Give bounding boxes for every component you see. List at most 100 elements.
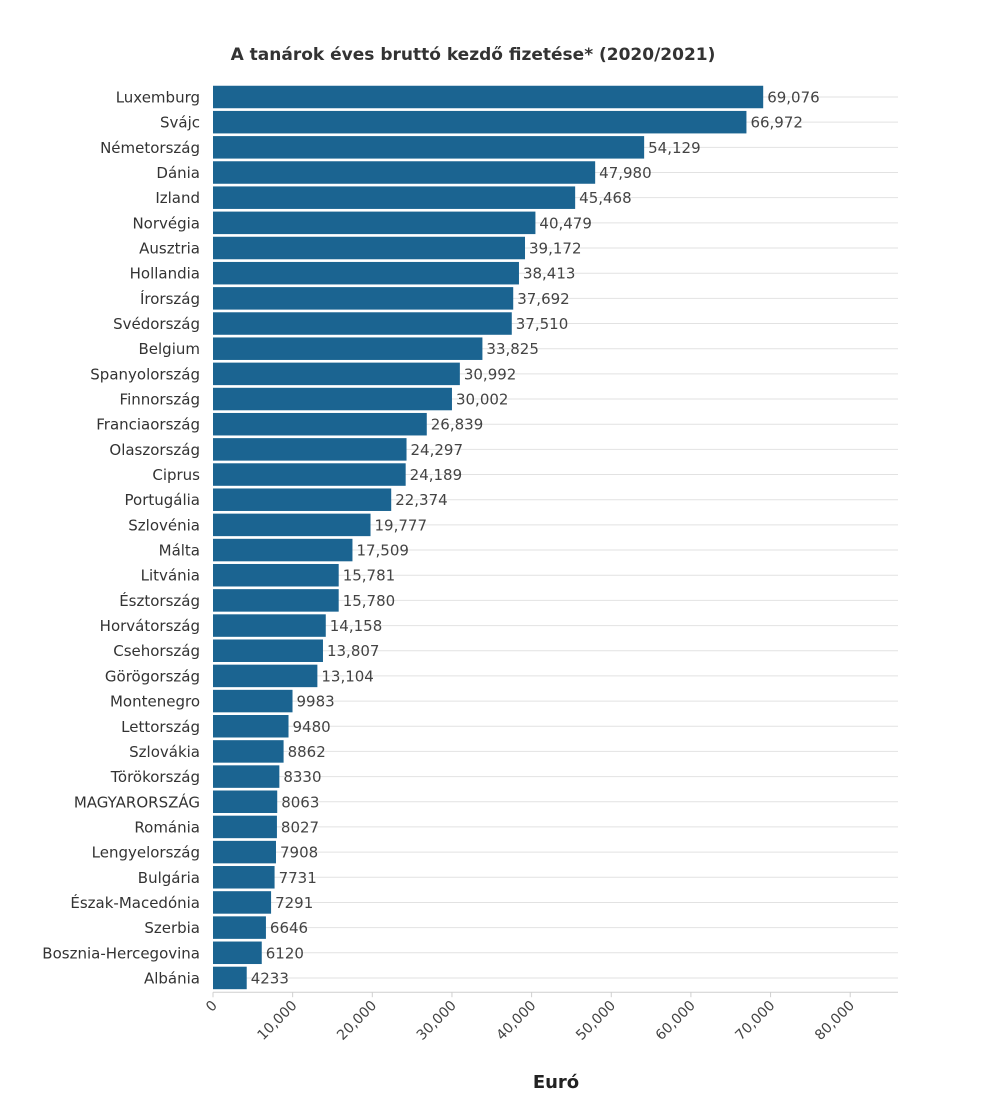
bar bbox=[213, 236, 526, 260]
x-axis-ticks: 0 10,000 20,000 30,000 40,000 50,000 60,000 70,… bbox=[203, 992, 858, 1044]
bar bbox=[213, 614, 326, 637]
bar bbox=[213, 538, 353, 562]
bar bbox=[213, 161, 596, 184]
category-label: Görögország bbox=[105, 667, 200, 685]
category-label: Ausztria bbox=[139, 240, 200, 258]
bars bbox=[213, 85, 764, 990]
value-label: 8330 bbox=[283, 768, 321, 786]
value-label: 7908 bbox=[280, 844, 318, 862]
value-label: 47,980 bbox=[599, 164, 652, 182]
value-label: 22,374 bbox=[395, 491, 448, 509]
value-label: 37,692 bbox=[517, 290, 570, 308]
value-label: 69,076 bbox=[767, 89, 820, 107]
value-label: 30,992 bbox=[464, 365, 516, 383]
category-label: Lettország bbox=[121, 718, 200, 736]
category-label: Olaszország bbox=[109, 441, 200, 459]
x-tick-label: 40,000 bbox=[493, 998, 539, 1044]
bar bbox=[213, 765, 280, 788]
value-label: 8862 bbox=[288, 743, 326, 761]
value-label: 37,510 bbox=[516, 315, 569, 333]
value-label: 26,839 bbox=[431, 416, 484, 434]
value-label: 24,297 bbox=[411, 441, 464, 459]
bar bbox=[213, 513, 371, 537]
value-label: 15,780 bbox=[343, 592, 396, 610]
value-label: 45,468 bbox=[579, 189, 632, 207]
category-label: Málta bbox=[159, 542, 200, 560]
value-label: 24,189 bbox=[410, 466, 463, 484]
bar bbox=[213, 866, 275, 889]
bar bbox=[213, 110, 747, 134]
value-label: 9480 bbox=[293, 718, 331, 736]
bar bbox=[213, 639, 323, 662]
category-label: Hollandia bbox=[130, 265, 200, 283]
bar bbox=[213, 840, 276, 864]
category-label: MAGYARORSZÁG bbox=[74, 792, 200, 811]
category-label: Izland bbox=[155, 189, 200, 207]
category-label: Törökország bbox=[110, 768, 200, 786]
bar bbox=[213, 312, 512, 335]
value-label: 39,172 bbox=[529, 240, 582, 258]
bar bbox=[213, 387, 452, 411]
value-label: 6120 bbox=[266, 944, 304, 962]
category-label: Észak-Macedónia bbox=[70, 893, 200, 912]
category-label: Románia bbox=[134, 818, 200, 836]
category-label: Lengyelország bbox=[92, 844, 200, 862]
value-label: 4233 bbox=[251, 969, 289, 987]
value-label: 7291 bbox=[275, 894, 313, 912]
x-tick-label: 50,000 bbox=[573, 998, 619, 1044]
category-label: Csehország bbox=[113, 642, 200, 660]
category-label: Svájc bbox=[160, 114, 200, 132]
value-label: 17,509 bbox=[356, 542, 409, 560]
value-label: 30,002 bbox=[456, 391, 509, 409]
x-tick-label: 30,000 bbox=[414, 998, 460, 1044]
bar bbox=[213, 287, 514, 310]
value-label: 40,479 bbox=[539, 214, 592, 232]
value-label: 9983 bbox=[297, 693, 335, 711]
category-label: Spanyolország bbox=[90, 365, 200, 383]
x-tick-label: 20,000 bbox=[334, 998, 380, 1044]
category-label: Ciprus bbox=[152, 466, 200, 484]
category-labels: Luxemburg Svájc Németország Dánia Izland Norv… bbox=[42, 89, 200, 988]
bar bbox=[213, 815, 277, 839]
value-label: 13,807 bbox=[327, 642, 380, 660]
value-label: 54,129 bbox=[648, 139, 701, 157]
value-label: 19,777 bbox=[375, 516, 428, 534]
bar bbox=[213, 211, 536, 235]
category-label: Németország bbox=[100, 139, 200, 157]
bar bbox=[213, 463, 406, 486]
x-tick-label: 10,000 bbox=[255, 998, 301, 1044]
x-tick-label: 80,000 bbox=[812, 998, 858, 1044]
value-label: 8063 bbox=[281, 793, 319, 811]
bar bbox=[213, 589, 339, 612]
category-label: Szerbia bbox=[144, 919, 200, 937]
category-label: Észtország bbox=[119, 591, 200, 610]
bar bbox=[213, 85, 764, 109]
bar bbox=[213, 488, 392, 511]
bar bbox=[213, 664, 318, 688]
category-label: Szlovénia bbox=[128, 516, 200, 534]
category-label: Luxemburg bbox=[116, 89, 200, 107]
category-label: Franciaország bbox=[96, 416, 200, 434]
bar bbox=[213, 916, 266, 939]
bar bbox=[213, 412, 427, 436]
category-label: Albánia bbox=[144, 969, 200, 987]
bar bbox=[213, 891, 272, 914]
category-label: Bulgária bbox=[138, 869, 200, 887]
category-label: Portugália bbox=[125, 491, 200, 509]
category-label: Svédország bbox=[113, 315, 200, 333]
bar bbox=[213, 362, 460, 386]
value-label: 7731 bbox=[279, 869, 317, 887]
category-label: Írország bbox=[140, 289, 200, 308]
category-label: Finnország bbox=[120, 391, 200, 409]
category-label: Montenegro bbox=[110, 693, 200, 711]
x-tick-label: 70,000 bbox=[732, 998, 778, 1044]
bar bbox=[213, 689, 293, 713]
bar bbox=[213, 790, 278, 814]
bar bbox=[213, 261, 519, 285]
value-labels: 69,076 66,972 54,129 47,980 45,468 40,479 39,1… bbox=[251, 89, 820, 988]
category-label: Szlovákia bbox=[129, 743, 200, 761]
bar bbox=[213, 186, 576, 209]
bar bbox=[213, 438, 407, 461]
value-label: 8027 bbox=[281, 818, 319, 836]
